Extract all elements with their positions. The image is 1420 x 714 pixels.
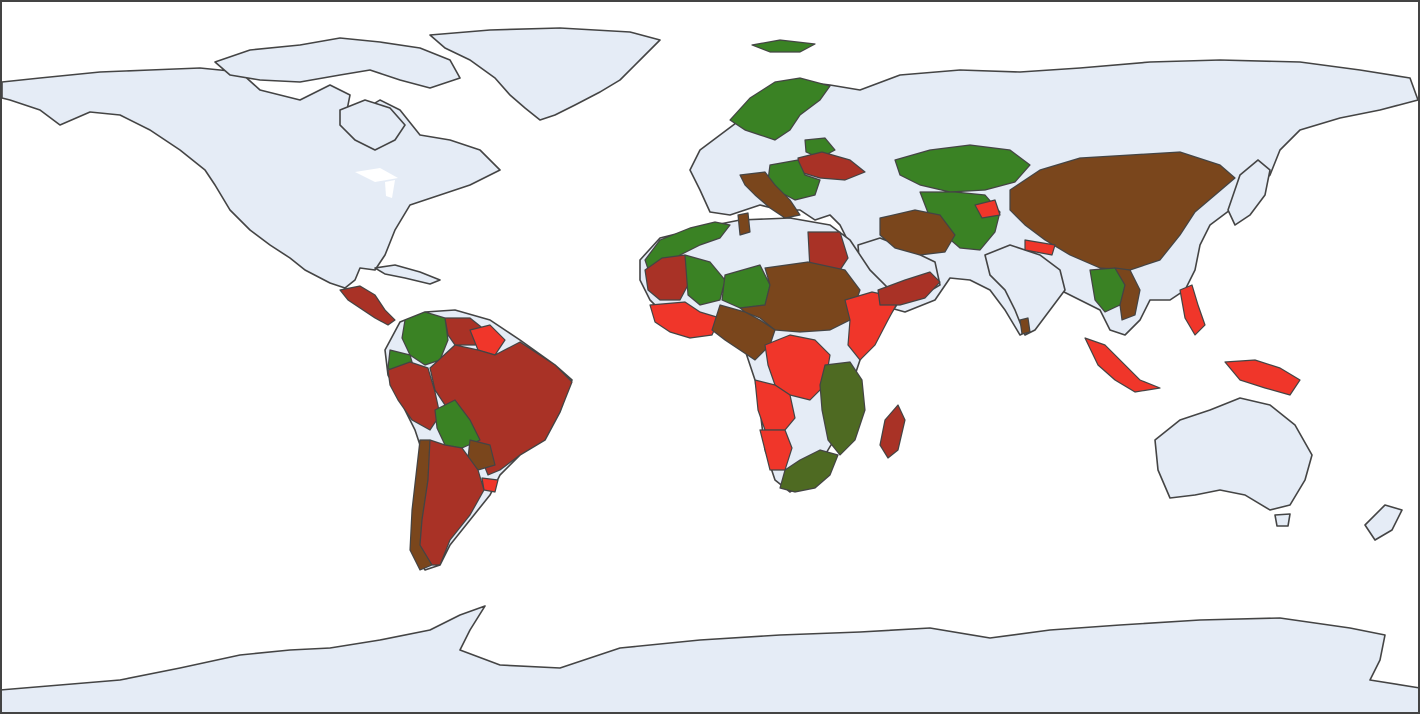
region-central-africa[interactable] <box>711 304 776 361</box>
region-tajikistan[interactable] <box>974 199 1001 219</box>
region-paraguay[interactable] <box>467 439 496 471</box>
region-vietnam[interactable] <box>1114 267 1141 321</box>
region-central-america[interactable] <box>339 285 396 326</box>
region-indonesia[interactable] <box>1084 337 1161 393</box>
region-philippines[interactable] <box>1179 284 1206 336</box>
japan <box>1227 159 1271 226</box>
region-nepal[interactable] <box>1024 239 1056 256</box>
region-peru[interactable] <box>387 361 441 431</box>
region-yemen-oman[interactable] <box>877 271 941 306</box>
region-sri-lanka[interactable] <box>1019 317 1031 335</box>
region-china[interactable] <box>1009 151 1236 271</box>
tasmania <box>1274 513 1291 527</box>
choropleth-regions <box>339 39 1301 571</box>
region-argentina[interactable] <box>419 439 485 566</box>
region-west-africa-coast[interactable] <box>649 301 721 339</box>
region-mali[interactable] <box>684 254 726 306</box>
baffin-island <box>339 99 406 151</box>
region-mauritania[interactable] <box>644 254 689 301</box>
caribbean-islands <box>374 264 441 285</box>
region-drc[interactable] <box>764 334 831 401</box>
great-lake-michigan <box>385 180 395 198</box>
region-sahel-belt[interactable] <box>739 261 861 333</box>
region-angola[interactable] <box>754 379 796 431</box>
region-tanzania-mozambique[interactable] <box>819 361 866 456</box>
region-tunisia[interactable] <box>737 212 751 236</box>
great-lake-superior <box>355 168 398 182</box>
region-kazakhstan[interactable] <box>894 144 1031 193</box>
australia <box>1154 397 1313 511</box>
region-svalbard[interactable] <box>751 39 816 53</box>
region-southern-africa[interactable] <box>779 449 839 493</box>
region-guianas[interactable] <box>469 324 506 356</box>
greenland <box>429 27 661 121</box>
region-papua-new-guinea[interactable] <box>1224 359 1301 396</box>
great-lakes <box>355 168 398 198</box>
region-scandinavia[interactable] <box>729 77 831 141</box>
india <box>984 244 1066 336</box>
region-iran-region[interactable] <box>879 209 956 256</box>
new-zealand <box>1364 504 1403 541</box>
region-italy-balkans[interactable] <box>739 171 801 219</box>
region-madagascar[interactable] <box>879 404 906 459</box>
arctic-islands <box>214 37 461 89</box>
antarctica <box>0 605 1420 714</box>
